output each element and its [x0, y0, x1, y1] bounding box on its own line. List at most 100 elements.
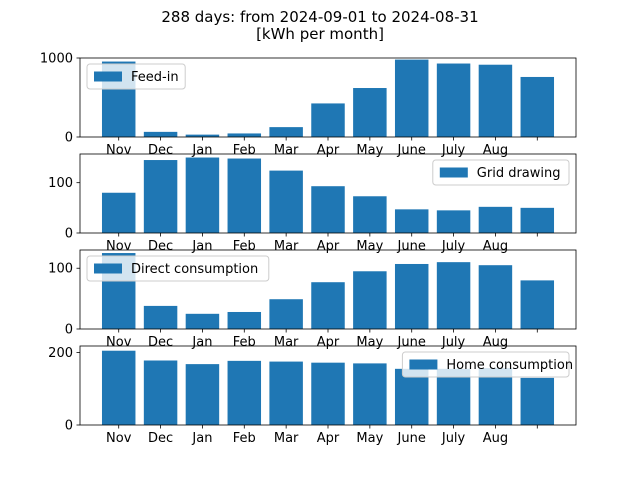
- y-tick-label: 0: [65, 131, 73, 146]
- legend-swatch: [94, 71, 122, 82]
- bar: [353, 363, 387, 425]
- subplot-2: 0 100 Nov Dec Jan Feb Mar Apr May June July Aug Grid…: [48, 153, 577, 254]
- x-tick-label: Dec: [148, 143, 173, 158]
- x-tick-label: Mar: [274, 335, 299, 350]
- bar: [143, 360, 178, 425]
- subplot-3: 0 100 Nov Dec Jan Feb Mar Apr May June July Aug Dire…: [48, 249, 577, 350]
- x-tick-label: Feb: [233, 239, 256, 254]
- bar: [269, 361, 303, 425]
- y-tick-label: 0: [65, 419, 73, 434]
- x-tick-label: Apr: [317, 143, 340, 158]
- bar: [143, 305, 178, 329]
- bar: [185, 134, 220, 137]
- x-tick-label: Dec: [148, 431, 173, 446]
- x-tick-label: Feb: [233, 431, 256, 446]
- x-tick-label: Jan: [191, 143, 212, 158]
- x-tick-label: Mar: [274, 239, 299, 254]
- bar: [185, 313, 220, 329]
- legend-box: [86, 255, 270, 282]
- x-tick-label: June: [397, 143, 426, 158]
- y-tick-label: 100: [48, 176, 73, 191]
- x-tick-label: Nov: [106, 431, 132, 446]
- legend-label: Feed-in: [131, 70, 179, 85]
- bar: [478, 265, 513, 329]
- y-tick-label: 0: [65, 323, 73, 338]
- bar: [394, 209, 429, 233]
- x-tick-label: Mar: [274, 143, 299, 158]
- bar: [311, 282, 345, 329]
- axes-frame: [79, 57, 577, 138]
- bar: [101, 350, 136, 425]
- x-tick-label: July: [441, 143, 466, 158]
- x-tick-label: Feb: [233, 335, 256, 350]
- x-tick-label: Aug: [483, 239, 508, 254]
- y-tick-label: 100: [48, 262, 73, 277]
- bar: [311, 186, 345, 233]
- x-tick-label: July: [441, 239, 466, 254]
- subplot-4: 0 200 Nov Dec Jan Feb Mar Apr May June July Aug Home…: [48, 345, 577, 446]
- bar: [311, 362, 345, 425]
- bar: [311, 103, 345, 137]
- bar: [478, 64, 513, 137]
- legend: Grid drawing: [432, 159, 570, 186]
- x-tick-label: Mar: [274, 431, 299, 446]
- x-tick-label: May: [356, 239, 383, 254]
- bar: [394, 59, 429, 137]
- x-tick-label: Apr: [317, 239, 340, 254]
- bar: [394, 368, 429, 425]
- x-tick-label: Jan: [191, 239, 212, 254]
- bar: [227, 311, 262, 329]
- bar: [478, 368, 513, 425]
- bar: [143, 131, 178, 137]
- bar: [436, 63, 471, 137]
- legend-label: Home consumption: [446, 358, 573, 373]
- legend-box: [401, 351, 570, 378]
- y-tick-label: 0: [65, 227, 73, 242]
- axes-frame: [79, 345, 577, 426]
- legend-swatch: [439, 167, 468, 178]
- bar: [394, 263, 429, 329]
- bar: [101, 192, 136, 233]
- bar: [520, 207, 555, 233]
- x-tick-label: June: [397, 239, 426, 254]
- legend: Feed-in: [86, 63, 186, 90]
- bar: [353, 196, 387, 233]
- bar: [227, 133, 262, 137]
- x-tick-label: Dec: [148, 239, 173, 254]
- x-tick-label: June: [397, 431, 426, 446]
- legend-box: [432, 159, 570, 186]
- bar: [353, 88, 387, 137]
- legend-box: [86, 63, 186, 90]
- x-tick-label: July: [441, 431, 466, 446]
- x-tick-label: May: [356, 431, 383, 446]
- figure-title-line-2: [kWh per month]: [256, 25, 384, 43]
- bar: [436, 262, 471, 329]
- bar: [143, 160, 178, 233]
- bar: [353, 271, 387, 329]
- legend-swatch: [409, 359, 438, 370]
- bar: [520, 377, 555, 425]
- x-tick-label: May: [356, 335, 383, 350]
- bar: [269, 170, 303, 233]
- bar: [436, 210, 471, 233]
- x-tick-label: Jan: [191, 431, 212, 446]
- x-tick-label: July: [441, 335, 466, 350]
- bar: [185, 157, 220, 233]
- bar: [520, 76, 555, 137]
- subplot-1: 0 1000 Nov Dec Jan Feb Mar Apr May June July Aug Fee…: [40, 52, 577, 158]
- bar: [227, 360, 262, 425]
- legend: Direct consumption: [86, 255, 270, 282]
- x-tick-label: Dec: [148, 335, 173, 350]
- x-tick-label: Nov: [106, 239, 132, 254]
- figure-title-line-1: 288 days: from 2024-09-01 to 2024-08-31: [161, 8, 478, 26]
- legend-label: Direct consumption: [131, 262, 258, 277]
- x-tick-label: Apr: [317, 335, 340, 350]
- bar: [269, 127, 303, 137]
- bar: [185, 364, 220, 425]
- axes-frame: [79, 153, 577, 234]
- x-tick-label: May: [356, 143, 383, 158]
- legend: Home consumption: [401, 351, 573, 378]
- bar: [520, 280, 555, 329]
- legend-label: Grid drawing: [477, 166, 561, 181]
